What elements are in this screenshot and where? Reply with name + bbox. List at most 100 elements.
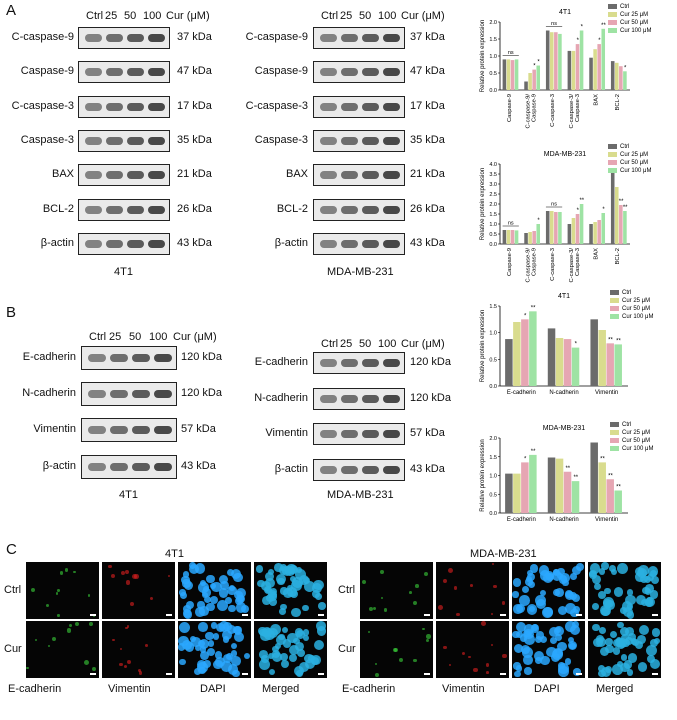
band — [88, 462, 106, 471]
if-signal — [206, 602, 215, 612]
band — [362, 394, 379, 403]
band — [154, 462, 172, 471]
cell-line-label: 4T1 — [119, 489, 138, 501]
if-signal — [57, 614, 60, 617]
if-title-mda: MDA-MB-231 — [470, 548, 537, 560]
kda-label: 17 kDa — [177, 99, 212, 112]
if-signal — [121, 571, 126, 576]
if-signal — [298, 662, 309, 672]
band — [148, 136, 165, 145]
lane-label: 100 — [378, 338, 397, 350]
if-signal — [280, 659, 290, 669]
kda-label: 47 kDa — [410, 65, 445, 78]
band — [362, 430, 379, 438]
if-signal — [264, 585, 273, 594]
if-signal — [221, 630, 232, 641]
x-tick-label: N-cadherin — [549, 517, 578, 523]
if-signal — [415, 584, 419, 588]
significance-label: * — [524, 313, 527, 319]
bar — [597, 220, 601, 244]
bar — [555, 458, 564, 513]
kda-label: 17 kDa — [410, 99, 445, 112]
concentration-label: Cur (μM) — [401, 338, 445, 350]
concentration-label: Cur (μM) — [173, 331, 217, 343]
if-signal — [646, 655, 655, 664]
if-signal — [549, 636, 558, 645]
y-tick-label: 1.5 — [489, 455, 497, 461]
protein-label: C-caspase-3 — [11, 99, 74, 112]
legend-swatch — [610, 314, 619, 319]
bar — [614, 344, 622, 386]
if-signal — [557, 641, 567, 652]
if-image-tile — [102, 562, 175, 619]
scale-bar — [90, 673, 96, 675]
if-signal — [645, 597, 654, 605]
if-signal — [443, 646, 447, 650]
if-signal — [372, 606, 377, 611]
legend-label: Ctrl — [622, 422, 631, 428]
if-signal — [613, 587, 624, 598]
y-tick-label: 1.0 — [489, 331, 497, 337]
if-signal — [295, 630, 305, 640]
if-signal — [553, 626, 564, 636]
bar — [506, 59, 511, 90]
if-signal — [257, 579, 265, 587]
band — [148, 102, 165, 111]
blot-strip — [81, 454, 177, 479]
band — [383, 171, 400, 180]
bar — [502, 59, 507, 90]
bar — [571, 347, 580, 386]
blot-strip — [78, 95, 170, 118]
if-signal — [178, 635, 189, 647]
bar — [623, 71, 627, 90]
kda-label: 43 kDa — [177, 236, 212, 249]
if-row-label: Cur — [4, 642, 22, 655]
if-signal — [280, 653, 289, 662]
bar — [547, 457, 556, 513]
if-signal — [264, 571, 275, 581]
if-signal — [196, 660, 206, 669]
legend-label: Cur 50 μM — [622, 306, 650, 312]
y-tick-label: 0.0 — [489, 242, 497, 248]
kda-label: 37 kDa — [177, 31, 212, 43]
if-image-tile — [588, 562, 661, 619]
cell-line-label: MDA-MB-231 — [327, 489, 394, 501]
if-signal — [571, 566, 582, 576]
y-axis-label: Relative protein expression — [480, 310, 486, 382]
if-image-tile — [360, 562, 433, 619]
significance-label: ** — [619, 199, 624, 205]
bar — [571, 50, 576, 90]
y-tick-label: 1.0 — [489, 222, 497, 228]
if-signal — [178, 658, 186, 666]
if-signal — [26, 666, 29, 670]
legend-swatch — [610, 438, 619, 443]
blot-strip — [313, 232, 405, 255]
if-signal — [569, 642, 577, 650]
y-tick-label: 3.0 — [489, 182, 497, 188]
if-image-tile — [436, 562, 509, 619]
scale-bar — [424, 673, 430, 675]
significance-label: * — [537, 60, 540, 66]
legend-label: Cur 50 μM — [622, 438, 650, 444]
if-column-label: Merged — [596, 683, 634, 695]
legend-swatch — [608, 20, 617, 25]
y-tick-label: 0.0 — [489, 384, 497, 390]
band — [383, 359, 400, 367]
bar — [593, 222, 597, 244]
bar — [549, 32, 554, 90]
if-signal — [123, 664, 128, 669]
if-signal — [178, 622, 190, 634]
if-signal — [604, 637, 613, 646]
if-signal — [461, 651, 466, 656]
if-signal — [108, 564, 112, 568]
y-tick-label: 1.5 — [489, 304, 497, 310]
if-signal — [69, 624, 73, 628]
if-signal — [317, 602, 326, 610]
if-signal — [304, 653, 315, 664]
significance-label: ** — [616, 485, 621, 491]
bar — [554, 32, 558, 90]
if-signal — [570, 624, 580, 635]
protein-label: C-caspase-9 — [11, 31, 74, 43]
band — [110, 426, 128, 435]
